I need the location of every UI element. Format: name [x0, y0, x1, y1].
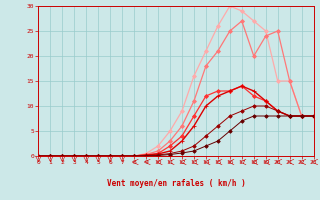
X-axis label: Vent moyen/en rafales ( km/h ): Vent moyen/en rafales ( km/h )	[107, 179, 245, 188]
